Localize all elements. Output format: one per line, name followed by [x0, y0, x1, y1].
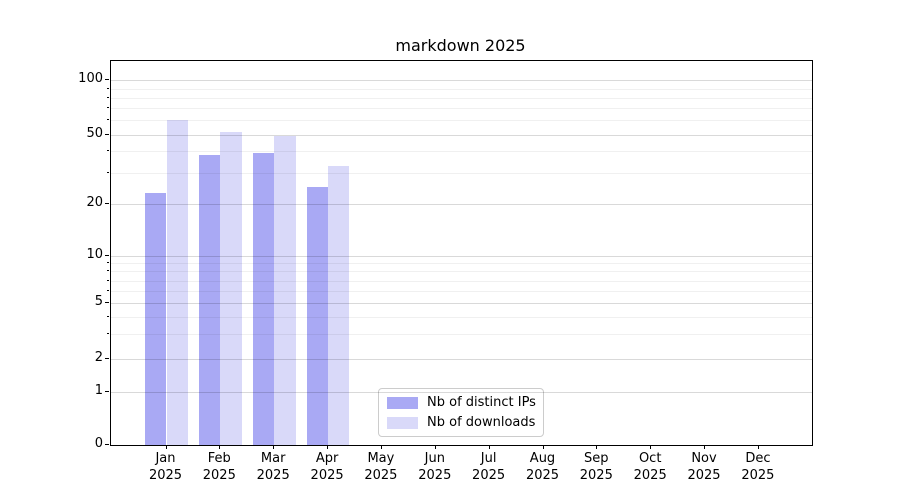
x-tick-label-oct: Oct 2025 — [633, 451, 667, 483]
y-tick-label-50: 50 — [86, 125, 103, 141]
x-tick-label-mar: Mar 2025 — [256, 451, 290, 483]
x-tick-sep — [596, 445, 598, 449]
y-minor-tick-6 — [107, 289, 109, 291]
plot-area — [110, 60, 813, 446]
y-tick-label-5: 5 — [94, 294, 103, 310]
x-tick-label-apr: Apr 2025 — [310, 451, 344, 483]
bar-apr-nb-of-downloads — [328, 165, 350, 445]
chart-title: markdown 2025 — [395, 36, 526, 55]
gridline-50 — [111, 134, 812, 136]
gridline-minor-4 — [111, 316, 812, 318]
x-tick-label-feb: Feb 2025 — [202, 451, 236, 483]
bar-mar-nb-of-downloads — [274, 136, 296, 445]
gridline-minor-3 — [111, 334, 812, 336]
bar-jan-nb-of-distinct-ips — [145, 193, 167, 445]
legend-label-downloads: Nb of downloads — [427, 415, 536, 430]
x-tick-may — [380, 445, 382, 449]
x-tick-jan — [165, 445, 167, 449]
x-tick-jun — [434, 445, 436, 449]
y-tick-5 — [105, 302, 109, 304]
x-tick-label-jul: Jul 2025 — [472, 451, 506, 483]
y-tick-20 — [105, 202, 109, 204]
legend-entry-distinct-ips: Nb of distinct IPs — [387, 395, 543, 410]
x-tick-mar — [273, 445, 275, 449]
y-tick-label-10: 10 — [86, 247, 103, 263]
gridline-minor-8 — [111, 271, 812, 273]
gridline-100 — [111, 80, 812, 82]
y-tick-50 — [105, 133, 109, 135]
gridline-minor-7 — [111, 280, 812, 282]
y-tick-100 — [105, 79, 109, 81]
y-minor-tick-7 — [107, 279, 109, 281]
bar-apr-nb-of-distinct-ips — [306, 186, 329, 445]
y-minor-tick-3 — [107, 333, 109, 335]
y-minor-tick-30 — [107, 172, 109, 173]
gridline-minor-80 — [111, 97, 812, 99]
legend-swatch-distinct-ips — [387, 396, 418, 409]
gridline-minor-9 — [111, 263, 812, 265]
x-tick-label-sep: Sep 2025 — [579, 451, 613, 483]
gridline-minor-60 — [111, 120, 812, 122]
y-minor-tick-40 — [107, 150, 109, 152]
y-minor-tick-4 — [107, 315, 109, 317]
y-tick-label-1: 1 — [94, 383, 103, 399]
gridline-minor-70 — [111, 108, 812, 110]
y-tick-2 — [105, 357, 109, 359]
gridline-minor-6 — [111, 290, 812, 292]
x-tick-oct — [650, 445, 652, 449]
y-tick-10 — [105, 255, 109, 257]
y-minor-tick-9 — [107, 262, 109, 264]
legend: Nb of distinct IPs Nb of downloads — [378, 388, 544, 437]
legend-swatch-downloads — [387, 416, 418, 429]
gridline-minor-30 — [111, 173, 812, 174]
x-tick-nov — [704, 445, 705, 449]
x-tick-apr — [327, 445, 329, 449]
y-tick-label-0: 0 — [94, 436, 103, 451]
x-tick-jul — [488, 445, 490, 449]
x-tick-label-nov: Nov 2025 — [687, 451, 721, 483]
y-minor-tick-60 — [107, 119, 109, 121]
legend-entry-downloads: Nb of downloads — [387, 415, 543, 430]
legend-label-distinct-ips: Nb of distinct IPs — [427, 395, 536, 410]
gridline-minor-90 — [111, 88, 812, 90]
x-tick-feb — [219, 445, 221, 449]
y-tick-label-100: 100 — [78, 71, 103, 87]
gridline-2 — [111, 358, 812, 360]
gridline-10 — [111, 256, 812, 258]
y-minor-tick-90 — [107, 87, 109, 89]
bar-feb-nb-of-distinct-ips — [198, 155, 221, 445]
bar-mar-nb-of-distinct-ips — [252, 153, 275, 445]
x-tick-label-jun: Jun 2025 — [418, 451, 452, 483]
x-tick-aug — [542, 445, 544, 449]
y-tick-label-20: 20 — [86, 194, 103, 210]
gridline-20 — [111, 203, 812, 205]
x-tick-label-jan: Jan 2025 — [148, 451, 183, 483]
x-tick-label-aug: Aug 2025 — [525, 451, 560, 483]
y-minor-tick-80 — [107, 96, 109, 98]
bar-feb-nb-of-downloads — [220, 131, 242, 445]
x-tick-dec — [757, 445, 759, 449]
y-tick-label-2: 2 — [94, 349, 103, 365]
bar-jan-nb-of-downloads — [166, 120, 188, 445]
gridline-5 — [111, 303, 812, 305]
x-tick-label-dec: Dec 2025 — [741, 451, 775, 483]
y-tick-1 — [105, 391, 109, 393]
x-tick-label-may: May 2025 — [364, 451, 398, 483]
y-minor-tick-8 — [107, 270, 109, 272]
y-tick-0 — [105, 444, 109, 445]
gridline-minor-40 — [111, 151, 812, 153]
y-minor-tick-70 — [107, 107, 109, 109]
gridline-1 — [111, 392, 812, 394]
